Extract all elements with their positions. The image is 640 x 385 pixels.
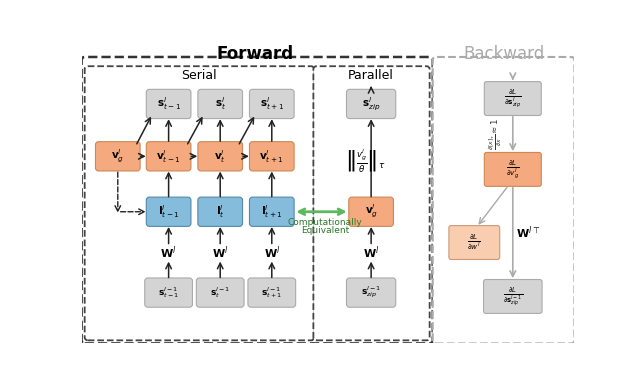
Text: Backward: Backward — [463, 45, 544, 63]
FancyBboxPatch shape — [484, 280, 542, 313]
Text: $\mathbf{W}^l$: $\mathbf{W}^l$ — [161, 244, 177, 261]
Text: $\mathbf{s}_{t-1}^l$: $\mathbf{s}_{t-1}^l$ — [157, 95, 180, 112]
Text: $\mathbf{s}_{t+1}^l$: $\mathbf{s}_{t+1}^l$ — [260, 95, 284, 112]
FancyBboxPatch shape — [84, 66, 314, 340]
Text: $\frac{\partial L}{\partial w^l}$: $\frac{\partial L}{\partial w^l}$ — [467, 233, 481, 253]
Text: $\mathbf{s}_t^{l-1}$: $\mathbf{s}_t^{l-1}$ — [210, 285, 230, 300]
Text: Parallel: Parallel — [348, 69, 394, 82]
Text: $\mathbf{W}^l$: $\mathbf{W}^l$ — [363, 244, 380, 261]
FancyBboxPatch shape — [147, 89, 191, 119]
Text: $\mathbf{s}_t^l$: $\mathbf{s}_t^l$ — [214, 95, 226, 112]
Text: $\frac{\partial L}{\partial \mathbf{s}_{zip}^{l-1}}$: $\frac{\partial L}{\partial \mathbf{s}_{… — [503, 285, 523, 308]
FancyBboxPatch shape — [484, 82, 541, 116]
FancyBboxPatch shape — [147, 142, 191, 171]
FancyBboxPatch shape — [198, 89, 243, 119]
Text: $\mathbf{I}_{t+1}^l$: $\mathbf{I}_{t+1}^l$ — [261, 203, 283, 220]
FancyBboxPatch shape — [449, 226, 500, 259]
Text: Forward: Forward — [216, 45, 293, 63]
Text: $\mathbf{I}_{t-1}^l$: $\mathbf{I}_{t-1}^l$ — [157, 203, 179, 220]
Text: $\mathbf{W}^l$: $\mathbf{W}^l$ — [212, 244, 228, 261]
FancyBboxPatch shape — [198, 142, 243, 171]
FancyBboxPatch shape — [248, 278, 296, 307]
Text: $\frac{\partial L}{\partial \mathbf{s}_{zip}^l}$: $\frac{\partial L}{\partial \mathbf{s}_{… — [504, 87, 522, 110]
FancyBboxPatch shape — [433, 57, 575, 343]
Text: $\mathbf{s}_{t-1}^{l-1}$: $\mathbf{s}_{t-1}^{l-1}$ — [158, 285, 179, 300]
FancyBboxPatch shape — [250, 197, 294, 226]
FancyBboxPatch shape — [484, 152, 541, 186]
Text: $\mathbf{v}_g^l$: $\mathbf{v}_g^l$ — [111, 147, 124, 165]
Text: $\mathbf{v}_{t-1}^l$: $\mathbf{v}_{t-1}^l$ — [156, 148, 181, 165]
Text: Equivalent: Equivalent — [301, 226, 349, 235]
FancyBboxPatch shape — [198, 197, 243, 226]
FancyBboxPatch shape — [346, 278, 396, 307]
FancyBboxPatch shape — [314, 66, 429, 340]
Text: $\mathbf{W}^{l\top}$: $\mathbf{W}^{l\top}$ — [516, 224, 540, 241]
FancyBboxPatch shape — [250, 89, 294, 119]
FancyBboxPatch shape — [145, 278, 193, 307]
Text: $\mathbf{s}_{zip}^l$: $\mathbf{s}_{zip}^l$ — [362, 95, 380, 113]
FancyBboxPatch shape — [346, 89, 396, 119]
FancyBboxPatch shape — [82, 57, 433, 343]
Text: $\left\|\frac{v_g^l}{\theta}\right\|_\tau$: $\left\|\frac{v_g^l}{\theta}\right\|_\ta… — [345, 148, 385, 175]
Text: $\mathbf{I}_t^l$: $\mathbf{I}_t^l$ — [216, 203, 225, 220]
Text: $\frac{\partial [x]_\tau}{\partial x} \approx 1$: $\frac{\partial [x]_\tau}{\partial x} \a… — [488, 118, 504, 150]
FancyBboxPatch shape — [147, 197, 191, 226]
FancyBboxPatch shape — [95, 142, 140, 171]
Text: Serial: Serial — [182, 69, 217, 82]
Text: $\frac{\partial L}{\partial v_g^l}$: $\frac{\partial L}{\partial v_g^l}$ — [506, 158, 520, 181]
Text: $\mathbf{v}_{t+1}^l$: $\mathbf{v}_{t+1}^l$ — [259, 148, 284, 165]
FancyBboxPatch shape — [349, 197, 394, 226]
Text: $\mathbf{v}_g^l$: $\mathbf{v}_g^l$ — [365, 203, 378, 221]
FancyBboxPatch shape — [250, 142, 294, 171]
Text: $\mathbf{s}_{zip}^{l-1}$: $\mathbf{s}_{zip}^{l-1}$ — [361, 285, 381, 300]
Text: $\mathbf{s}_{t+1}^{l-1}$: $\mathbf{s}_{t+1}^{l-1}$ — [261, 285, 282, 300]
Text: $\mathbf{v}_t^l$: $\mathbf{v}_t^l$ — [214, 148, 226, 165]
Text: $\mathbf{W}^l$: $\mathbf{W}^l$ — [264, 244, 280, 261]
Text: Computationally: Computationally — [287, 218, 362, 227]
FancyBboxPatch shape — [196, 278, 244, 307]
